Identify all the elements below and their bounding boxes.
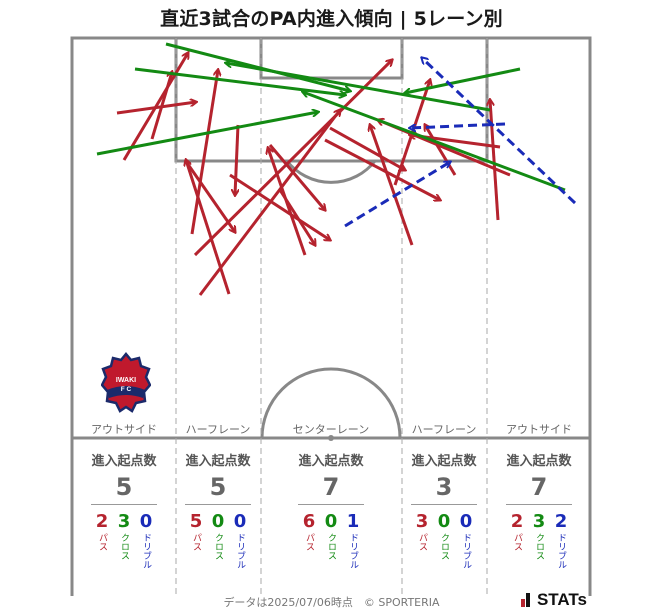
cross-count: 0 [211,511,225,532]
cross-label: クロス [119,533,129,560]
dribble-count: 0 [139,511,153,532]
team-logo-text-2: F C [121,386,132,393]
dribble-count: 0 [233,511,247,532]
cross-count: 3 [117,511,131,532]
pass-count: 5 [189,511,203,532]
pass-arrow [490,100,500,221]
cross-arrows [96,42,566,192]
pass-arrow [193,60,392,257]
center-circle [260,367,402,439]
brand-text: STATs [536,590,587,609]
cross-count: 0 [324,511,338,532]
dribble-label: ドリブル [348,533,358,569]
footer-credit: データは2025/07/06時点 © SPORTERIA [223,596,440,609]
cross-arrow [405,67,521,93]
pass-count: 6 [302,511,316,532]
pass-arrow [116,102,196,115]
stats-heading: 進入起点数 [506,454,572,469]
stats-breakdown: 2 パス 3 クロス 0 ドリブル [79,511,169,569]
dribble-arrow [344,162,450,228]
stats-heading: 進入起点数 [91,454,157,469]
stats-breakdown: 5 パス 0 クロス 0 ドリブル [173,511,263,569]
dribble-label: ドリブル [556,533,566,569]
cross-arrow [303,92,566,192]
pass-arrows [116,53,511,296]
pass-count: 2 [510,511,524,532]
stats-total: 5 [185,472,251,505]
cross-arrow [226,63,491,112]
brand-mark-icon [520,593,533,607]
lane-label-center: センターレーン [292,423,370,436]
stats-total: 7 [506,472,572,505]
lane-stats-right-half: 進入起点数 3 3 パス 0 クロス 0 ドリブル [399,452,489,569]
pass-arrow [183,159,235,232]
dribble-arrow [422,58,577,205]
pass-arrow [150,72,172,140]
cross-count: 0 [437,511,451,532]
lane-label-right-half: ハーフレーン [411,423,477,436]
team-logo-text-1: IWAKI [116,377,136,384]
pass-count: 3 [415,511,429,532]
stats-breakdown: 3 パス 0 クロス 0 ドリブル [399,511,489,569]
pass-arrow [370,125,414,246]
lane-label-left-outside: アウトサイド [91,423,157,436]
dribble-arrow [410,122,506,128]
pass-arrow [190,70,218,235]
pass-arrow [186,160,231,295]
pass-arrow [235,124,240,195]
dribble-arrows [344,58,577,228]
pass-arrow [229,173,330,240]
pass-label: パス [512,533,522,551]
center-spot [328,435,334,441]
cross-arrow [96,112,318,156]
dribble-label: ドリブル [461,533,471,569]
pass-label: パス [304,533,314,551]
pass-arrow [278,189,315,245]
pass-label: パス [191,533,201,551]
cross-label: クロス [326,533,336,560]
team-logo: IWAKI F C [101,352,151,413]
pass-label: パス [417,533,427,551]
lane-stats-right-outside: 進入起点数 7 2 パス 3 クロス 2 ドリブル [494,452,584,569]
brand-logo: STATs [520,590,587,610]
stats-heading: 進入起点数 [185,454,251,469]
pass-label: パス [97,533,107,551]
stats-total: 5 [91,472,157,505]
pass-arrow [198,110,340,296]
dribble-label: ドリブル [141,533,151,569]
stats-breakdown: 2 パス 3 クロス 2 ドリブル [494,511,584,569]
stats-total: 3 [411,472,477,505]
stats-total: 7 [298,472,364,505]
lane-stats-left-outside: 進入起点数 5 2 パス 3 クロス 0 ドリブル [79,452,169,569]
pass-arrow [329,126,405,170]
pass-arrow [324,138,440,200]
dribble-count: 2 [554,511,568,532]
cross-label: クロス [213,533,223,560]
stats-heading: 進入起点数 [298,454,364,469]
dribble-count: 1 [346,511,360,532]
lane-stats-left-half: 進入起点数 5 5 パス 0 クロス 0 ドリブル [173,452,263,569]
cross-count: 3 [532,511,546,532]
cross-label: クロス [439,533,449,560]
pass-arrow [268,144,325,210]
lane-stats-center: 進入起点数 7 6 パス 0 クロス 1 ドリブル [286,452,376,569]
dribble-count: 0 [459,511,473,532]
chart-title: 直近3試合のPA内進入傾向 | 5レーン別 [160,8,503,30]
pass-count: 2 [95,511,109,532]
stats-breakdown: 6 パス 0 クロス 1 ドリブル [286,511,376,569]
cross-label: クロス [534,533,544,560]
lane-label-left-half: ハーフレーン [185,423,251,436]
dribble-label: ドリブル [235,533,245,569]
lane-label-right-outside: アウトサイド [506,423,572,436]
stats-heading: 進入起点数 [411,454,477,469]
